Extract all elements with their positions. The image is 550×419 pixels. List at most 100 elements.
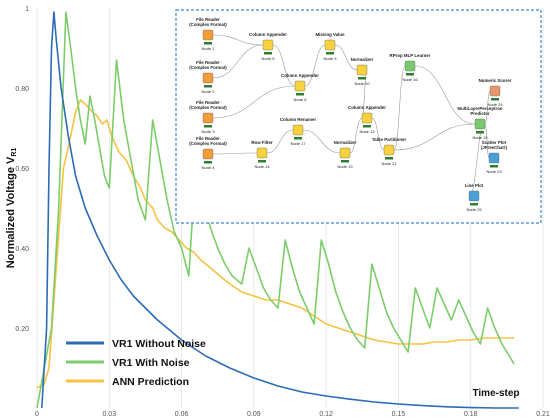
workflow-node: Numeric Scorer Node 24 [479,78,512,107]
normalizer-icon [339,147,351,159]
node-id-label: Node 23 [486,169,502,174]
node-status-icon [470,203,478,206]
workflow-node: Table Partitioner Node 21 [372,137,407,166]
node-status-icon [363,125,371,128]
inset-connection [484,123,490,159]
workflow-node: File Reader(Complex Format) Node 4 [189,136,227,170]
node-id-label: Node 1 [202,46,216,51]
file-reader-icon [202,148,214,160]
node-id-label: Node 16 [402,77,418,82]
node-id-label: Node 25 [466,207,482,212]
node-title: Row Filter [251,140,273,145]
workflow-node: Normalizer Node 20 [351,57,374,86]
x-tick-label: 0.18 [464,411,478,418]
workflow-node: File Reader(Complex Format) Node 3 [189,100,227,134]
y-tick-label: 1 [25,6,29,13]
node-id-label: Node 2 [202,89,216,94]
node-id-label: Node 6 [294,97,308,102]
file-reader-icon [202,29,214,41]
node-status-icon [341,160,349,163]
x-tick-label: 0.09 [247,411,261,418]
node-title: (Complex Format) [189,65,227,70]
inset-connection [393,123,476,151]
x-tick-label: 0.21 [536,411,550,418]
node-status-icon [358,77,366,80]
node-title: File Reader [196,17,220,22]
node-status-icon [258,160,266,163]
node-title: (Complex Format) [189,105,227,110]
node-status-icon [204,85,212,88]
row-filter-icon [256,147,268,159]
node-title: Numeric Scorer [479,78,512,83]
node-title: Table Partitioner [372,137,407,142]
node-title: Column Appender [281,73,319,78]
node-status-icon [294,137,302,140]
column-appender-icon [294,80,306,92]
node-title: Predictor [470,111,490,116]
node-id-label: Node 17 [290,141,306,146]
node-status-icon [264,52,272,55]
x-tick-label: 0.03 [102,411,116,418]
column-appender-icon [262,39,274,51]
node-id-label: Node 5 [262,56,276,61]
node-title: Column Appender [249,32,287,37]
node-id-label: Node 24 [487,102,503,107]
y-axis-label: Normalized Voltage VR1 [5,148,18,269]
node-title: File Reader [196,100,220,105]
inset-connections [212,34,491,197]
y-tick-label: 0.40 [15,246,29,253]
x-tick-label: 0.06 [175,411,189,418]
node-id-label: Node 15 [472,135,488,140]
workflow-node: Normalizer Node 19 [334,140,357,169]
column-renamer-icon [292,124,304,136]
node-title: MultiLayerPerceptron [457,106,502,111]
node-title: Scatter Plot [482,140,507,145]
node-title: Missing Value [315,32,345,37]
x-tick-label: 0.15 [392,411,406,418]
y-tick-label: 0.80 [15,86,29,93]
workflow-node: Row Filter Node 14 [251,140,273,169]
node-title: (Complex Format) [189,141,227,146]
legend: VR1 Without Noise VR1 With Noise ANN Pre… [66,338,206,388]
scatter-plot-icon [488,152,500,164]
series-line-0 [41,11,519,409]
node-title: File Reader [196,60,220,65]
y-tick-label: 0.20 [15,326,29,333]
normalizer-icon [356,64,368,76]
node-title: (Complex Format) [189,22,227,27]
workflow-node: File Reader(Complex Format) Node 2 [189,60,227,94]
file-reader-icon [202,72,214,84]
node-status-icon [490,165,498,168]
y-tick-labels: 0.20 0.40 0.60 0.80 1 [15,6,29,333]
workflow-node: Column Appender Node 13 [348,105,386,134]
node-id-label: Node 13 [359,129,375,134]
inset-connection [334,44,358,71]
inset-connection [414,65,476,125]
line-plot-icon [468,190,480,202]
inset-connection [212,44,264,79]
node-title: File Reader [196,136,220,141]
mlp-predictor-icon [474,118,486,130]
inset-connection [212,34,264,46]
node-status-icon [476,131,484,134]
workflow-node: Missing Value Node 9 [315,32,345,61]
inset-connection [302,129,341,154]
x-tick-labels: 0 0.03 0.06 0.09 0.12 0.15 0.18 0.21 [35,411,550,418]
inset-frame [175,9,542,224]
inset-connection [266,129,294,154]
workflow-node: Column Appender Node 5 [249,32,287,61]
node-id-label: Node 4 [202,165,216,170]
inset-connection [484,90,491,125]
node-status-icon [491,98,499,101]
workflow-node: Column Appender Node 6 [281,73,319,102]
node-title: Normalizer [351,57,374,62]
node-id-label: Node 9 [324,56,338,61]
y-tick-label: 0.60 [15,166,29,173]
column-appender-icon [361,112,373,124]
node-title: Line Plot [465,183,484,188]
series-line-2 [36,99,515,389]
inset-connection [349,117,363,154]
mlp-learner-icon [404,60,416,72]
